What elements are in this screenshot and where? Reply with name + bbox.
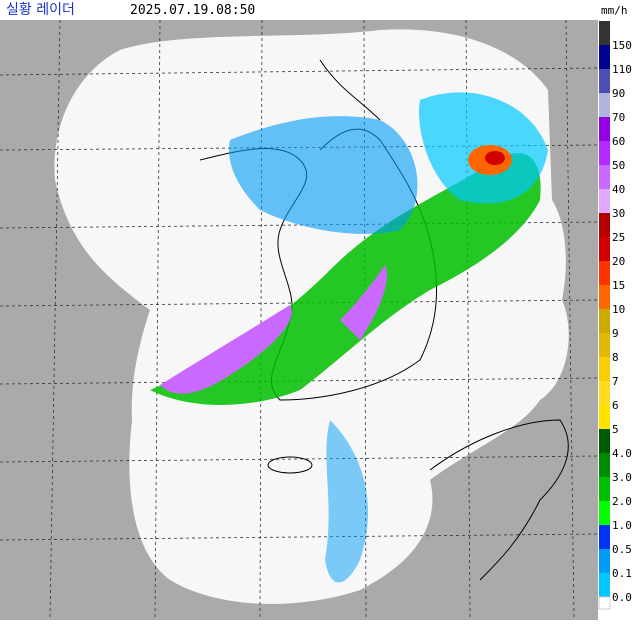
legend-label: 0.1 — [612, 567, 632, 580]
legend-label: 1.0 — [612, 519, 632, 532]
timestamp: 2025.07.19.08:50 — [130, 3, 255, 18]
legend-label: 110 — [612, 63, 632, 76]
legend-swatch — [599, 501, 610, 525]
legend-swatch — [599, 357, 610, 381]
legend-label: 0.0 — [612, 591, 632, 604]
legend-swatch — [599, 21, 610, 45]
legend-swatch — [599, 549, 610, 573]
legend-label: 6 — [612, 399, 619, 412]
legend-label: 60 — [612, 135, 625, 148]
legend-label: 90 — [612, 87, 625, 100]
legend-swatch — [599, 285, 610, 309]
legend-swatch — [599, 69, 610, 93]
legend-label: 150 — [612, 39, 632, 52]
legend-swatch — [599, 429, 610, 453]
legend-swatch — [599, 261, 610, 285]
map — [0, 19, 599, 621]
legend-label: 0.5 — [612, 543, 632, 556]
legend-swatch — [599, 525, 610, 549]
legend-label: 7 — [612, 375, 619, 388]
legend-swatch — [599, 45, 610, 69]
legend-swatch — [599, 141, 610, 165]
legend-swatch — [599, 477, 610, 501]
legend-swatch — [599, 189, 610, 213]
legend-swatch — [599, 453, 610, 477]
legend-label: 2.0 — [612, 495, 632, 508]
legend-label: 5 — [612, 423, 619, 436]
legend-label: 3.0 — [612, 471, 632, 484]
legend-label: 25 — [612, 231, 625, 244]
unit: mm/h — [601, 4, 628, 17]
legend-label: 30 — [612, 207, 625, 220]
legend-swatch — [599, 165, 610, 189]
legend-swatch — [599, 381, 610, 405]
title: 실황 레이더 — [6, 2, 75, 18]
legend-label: 9 — [612, 327, 619, 340]
legend-swatch — [599, 213, 610, 237]
legend-swatch — [599, 309, 610, 333]
legend-swatch — [599, 93, 610, 117]
legend-swatch-bottom — [598, 596, 611, 610]
legend-swatch — [599, 117, 610, 141]
legend-label: 20 — [612, 255, 625, 268]
legend-label: 15 — [612, 279, 625, 292]
legend-swatch — [599, 237, 610, 261]
legend-label: 70 — [612, 111, 625, 124]
legend-label: 8 — [612, 351, 619, 364]
legend-label: 4.0 — [612, 447, 632, 460]
legend-label: 50 — [612, 159, 625, 172]
legend-label: 10 — [612, 303, 625, 316]
legend-swatch — [599, 333, 610, 357]
legend-swatch — [599, 405, 610, 429]
legend: 150 110 90 70 60 50 40 30 25 20 15 10 9 8 7 6 5 4.0 3.0 2.0… — [598, 21, 632, 610]
legend-swatch — [599, 573, 610, 597]
echoes — [150, 92, 548, 583]
legend-label: 40 — [612, 183, 625, 196]
